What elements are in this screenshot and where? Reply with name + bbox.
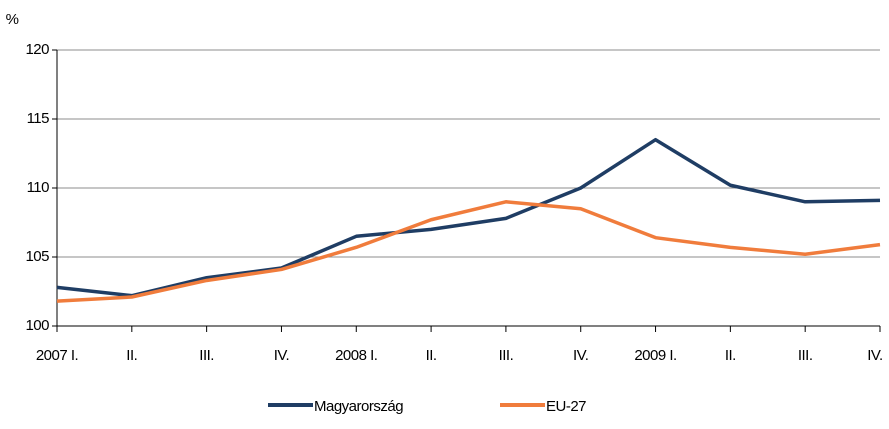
y-tick-label: 115: [27, 110, 50, 127]
y-tick-label: 100: [25, 317, 49, 334]
x-tick-label: III.: [199, 347, 214, 364]
x-tick-label: II.: [426, 347, 437, 364]
x-tick-label: IV.: [573, 347, 588, 364]
line: [56, 137, 881, 298]
x-tick-label: IV.: [867, 347, 882, 364]
y-axis-label: %: [6, 11, 19, 28]
x-tick-label: 2009 I.: [634, 347, 676, 364]
x-tick-label: IV.: [274, 347, 289, 364]
x-tick-label: 2007 I.: [36, 347, 78, 364]
x-tick-label: 2008 I.: [335, 347, 377, 364]
y-tick-label: 105: [25, 248, 49, 265]
y-tick-label: 120: [25, 41, 49, 58]
x-tick-label: II.: [725, 347, 736, 364]
x-tick-label: III.: [499, 347, 514, 364]
y-tick-label: 110: [27, 179, 50, 196]
x-tick-label: III.: [798, 347, 813, 364]
legend-label: EU-27: [546, 398, 586, 415]
line: [56, 200, 881, 303]
legend-label: Magyarország: [314, 398, 403, 415]
x-tick-label: II.: [126, 347, 137, 364]
